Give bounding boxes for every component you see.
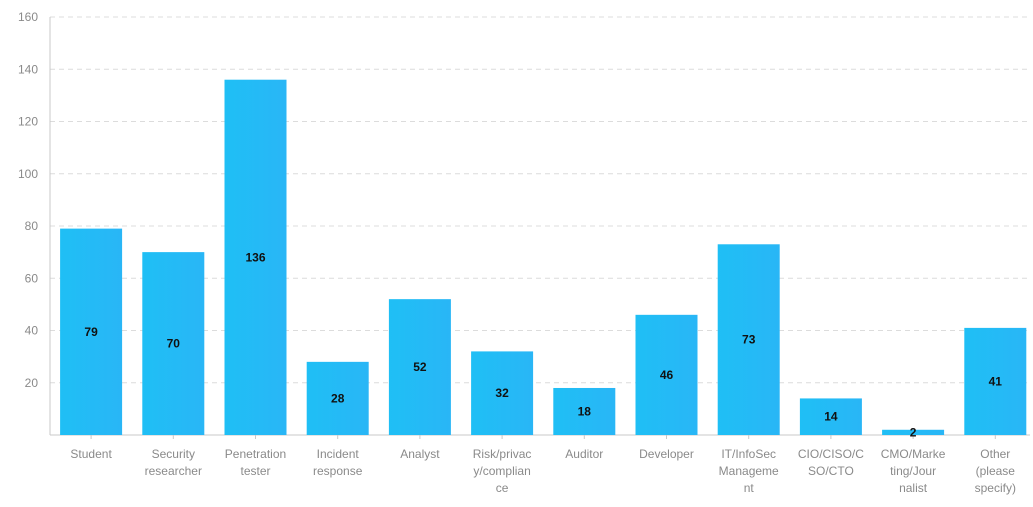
- category-label-line: Security: [152, 447, 195, 461]
- bar[interactable]: [799, 398, 862, 435]
- bar[interactable]: [388, 299, 451, 435]
- category-label-line: ce: [496, 481, 509, 495]
- category-label: Penetration tester: [225, 447, 286, 478]
- bar[interactable]: [882, 429, 945, 435]
- category-label-line: specify): [975, 481, 1016, 495]
- grid-layer: [50, 16, 1030, 384]
- category-label: Analyst: [400, 447, 440, 461]
- category-label-line: Manageme: [719, 464, 779, 478]
- bar[interactable]: [717, 244, 780, 435]
- category-label-line: Other: [980, 447, 1010, 461]
- data-label: 18: [578, 404, 592, 418]
- data-label: 73: [742, 333, 756, 347]
- bar-layer: [60, 79, 1027, 435]
- bar[interactable]: [635, 314, 698, 435]
- data-label: 52: [413, 360, 427, 374]
- label-layer: 79 Student 70 Security researcher 136 Penetrat…: [70, 250, 1016, 495]
- category-label: Risk/privac y/complian ce: [473, 447, 532, 495]
- category-label-line: response: [313, 464, 363, 478]
- y-tick-label: 40: [25, 324, 39, 338]
- category-label-line: nt: [744, 481, 755, 495]
- y-tick-label: 120: [18, 115, 38, 129]
- category-label-line: Penetration: [225, 447, 286, 461]
- category-label: Other (please specify): [975, 447, 1016, 495]
- axis-layer: 20 40 60 80 100 120 140 160: [18, 10, 1030, 439]
- category-label-line: Auditor: [565, 447, 603, 461]
- category-label: CMO/Marke ting/Jour nalist: [881, 447, 946, 495]
- category-label-line: nalist: [899, 481, 928, 495]
- y-tick-label: 60: [25, 271, 39, 285]
- category-label: CIO/CISO/C SO/CTO: [798, 447, 864, 478]
- category-label-line: (please: [976, 464, 1016, 478]
- bar[interactable]: [142, 252, 205, 435]
- bar[interactable]: [60, 228, 123, 435]
- data-label: 32: [495, 386, 509, 400]
- category-label-line: ting/Jour: [890, 464, 936, 478]
- data-label: 14: [824, 410, 838, 424]
- category-label-line: Developer: [639, 447, 694, 461]
- category-label-line: Risk/privac: [473, 447, 532, 461]
- category-label-line: tester: [240, 464, 270, 478]
- data-label: 2: [910, 425, 917, 439]
- data-label: 28: [331, 391, 345, 405]
- category-label: Developer: [639, 447, 694, 461]
- category-label-line: Incident: [317, 447, 360, 461]
- bar[interactable]: [306, 361, 369, 435]
- y-tick-label: 160: [18, 10, 38, 24]
- category-label-line: Analyst: [400, 447, 440, 461]
- bar[interactable]: [471, 351, 534, 435]
- bar[interactable]: [964, 327, 1027, 435]
- data-label: 41: [989, 374, 1003, 388]
- category-label-line: Student: [70, 447, 112, 461]
- category-label-line: CIO/CISO/C: [798, 447, 864, 461]
- category-label: IT/InfoSec Manageme nt: [719, 447, 779, 495]
- data-label: 70: [167, 337, 181, 351]
- category-label: Student: [70, 447, 112, 461]
- category-label-line: y/complian: [473, 464, 530, 478]
- category-label: Auditor: [565, 447, 603, 461]
- category-label: Incident response: [313, 447, 363, 478]
- category-label-line: IT/InfoSec: [721, 447, 776, 461]
- category-label-line: SO/CTO: [808, 464, 854, 478]
- bar[interactable]: [224, 79, 287, 435]
- category-label: Security researcher: [145, 447, 202, 478]
- data-label: 46: [660, 368, 674, 382]
- category-label-line: researcher: [145, 464, 202, 478]
- y-tick-label: 20: [25, 376, 39, 390]
- y-tick-label: 80: [25, 219, 39, 233]
- category-label-line: CMO/Marke: [881, 447, 946, 461]
- data-label: 79: [84, 325, 98, 339]
- y-tick-label: 100: [18, 167, 38, 181]
- data-label: 136: [245, 250, 265, 264]
- y-tick-label: 140: [18, 62, 38, 76]
- bar[interactable]: [553, 387, 616, 435]
